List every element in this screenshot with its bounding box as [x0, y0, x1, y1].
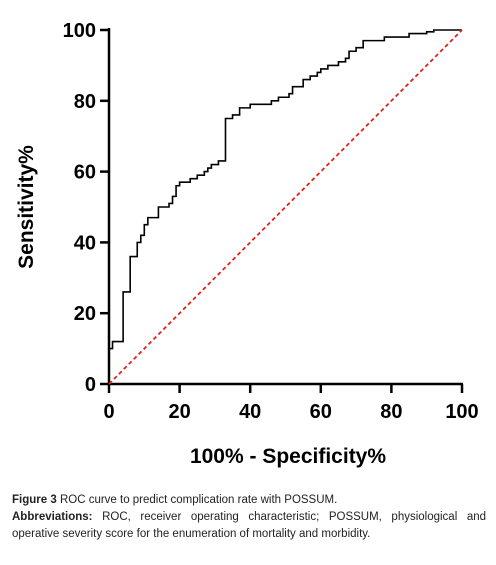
- y-tick-label: 60: [74, 162, 96, 184]
- x-tick-label: 60: [310, 401, 332, 423]
- abbreviations-label: Abbreviations:: [12, 511, 93, 523]
- line-series: [108, 29, 463, 385]
- y-tick-label: 100: [63, 20, 96, 42]
- y-axis-title: Sensitivity%: [15, 145, 38, 269]
- x-tick-label: 80: [380, 401, 402, 423]
- abbreviations: Abbreviations: ROC, receiver operating c…: [12, 509, 486, 543]
- x-tick-label: 100: [445, 401, 478, 423]
- x-tick-label: 20: [168, 401, 190, 423]
- abbreviations-text: ROC, receiver operating characteristic; …: [12, 511, 487, 540]
- caption-label: Figure 3: [12, 494, 57, 506]
- x-tick-label: 40: [239, 401, 261, 423]
- y-tick-label: 20: [74, 303, 96, 325]
- y-tick-label: 80: [74, 91, 96, 113]
- x-axis-title: 100% - Specificity%: [190, 445, 386, 468]
- y-tick-label: 40: [74, 232, 96, 254]
- x-tick-label: 0: [103, 401, 114, 423]
- caption-line: Figure 3 ROC curve to predict complicati…: [12, 492, 486, 509]
- line-series: [109, 29, 462, 350]
- caption: Figure 3 ROC curve to predict complicati…: [12, 492, 486, 543]
- y-tick-label: 0: [85, 374, 96, 396]
- caption-text: ROC curve to predict complication rate w…: [59, 494, 338, 506]
- chart: 100% - Specificity% Sensitivity% 0 20 40 60…: [15, 20, 479, 468]
